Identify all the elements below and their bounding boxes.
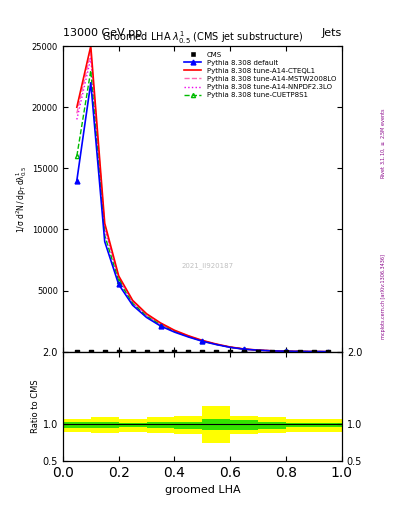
Text: mcplots.cern.ch [arXiv:1306.3436]: mcplots.cern.ch [arXiv:1306.3436] — [381, 254, 386, 339]
Point — [157, 348, 164, 356]
Text: Jets: Jets — [321, 28, 342, 38]
Point — [255, 348, 261, 356]
Point — [143, 348, 150, 356]
Point — [185, 348, 192, 356]
Text: Rivet 3.1.10, $\geq$ 2.5M events: Rivet 3.1.10, $\geq$ 2.5M events — [379, 108, 387, 179]
Title: Groomed LHA $\lambda^{1}_{0.5}$ (CMS jet substructure): Groomed LHA $\lambda^{1}_{0.5}$ (CMS jet… — [102, 29, 303, 46]
Point — [297, 348, 303, 356]
Y-axis label: Ratio to CMS: Ratio to CMS — [31, 379, 40, 433]
Point — [325, 348, 331, 356]
Point — [116, 348, 122, 356]
Point — [101, 348, 108, 356]
Point — [130, 348, 136, 356]
Point — [311, 348, 317, 356]
X-axis label: groomed LHA: groomed LHA — [165, 485, 240, 495]
Y-axis label: $\mathrm{1/\sigma\;d^2N\,/\,dp_T\,d\lambda^1_{0.5}}$: $\mathrm{1/\sigma\;d^2N\,/\,dp_T\,d\lamb… — [14, 165, 29, 232]
Point — [283, 348, 289, 356]
Legend: CMS, Pythia 8.308 default, Pythia 8.308 tune-A14-CTEQL1, Pythia 8.308 tune-A14-M: CMS, Pythia 8.308 default, Pythia 8.308 … — [182, 50, 338, 100]
Point — [74, 348, 80, 356]
Point — [213, 348, 220, 356]
Point — [241, 348, 248, 356]
Point — [171, 348, 178, 356]
Point — [269, 348, 275, 356]
Point — [88, 348, 94, 356]
Point — [227, 348, 233, 356]
Text: 2021_II920187: 2021_II920187 — [182, 263, 234, 269]
Text: 13000 GeV pp: 13000 GeV pp — [63, 28, 142, 38]
Point — [199, 348, 206, 356]
